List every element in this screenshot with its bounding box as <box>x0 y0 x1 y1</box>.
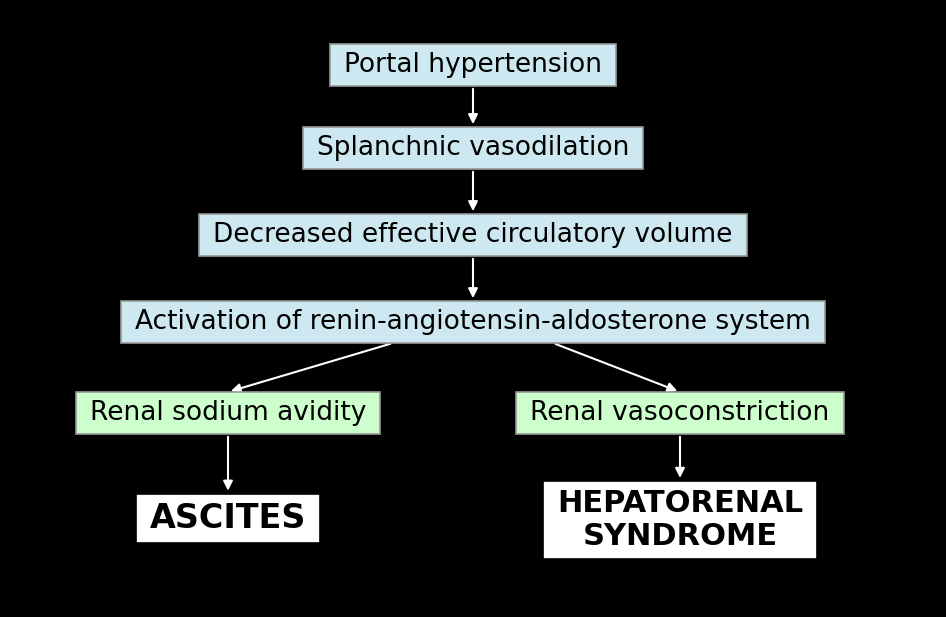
FancyBboxPatch shape <box>136 494 320 542</box>
Text: Renal sodium avidity: Renal sodium avidity <box>90 400 366 426</box>
FancyBboxPatch shape <box>330 44 616 86</box>
Text: Splanchnic vasodilation: Splanchnic vasodilation <box>317 135 629 161</box>
Text: Activation of renin-angiotensin-aldosterone system: Activation of renin-angiotensin-aldoster… <box>135 309 811 335</box>
Text: Renal vasoconstriction: Renal vasoconstriction <box>531 400 830 426</box>
Text: Decreased effective circulatory volume: Decreased effective circulatory volume <box>213 222 733 248</box>
FancyBboxPatch shape <box>121 301 825 343</box>
FancyBboxPatch shape <box>200 214 746 256</box>
FancyBboxPatch shape <box>543 481 817 559</box>
Text: ASCITES: ASCITES <box>149 502 307 534</box>
FancyBboxPatch shape <box>517 392 844 434</box>
FancyBboxPatch shape <box>76 392 380 434</box>
Text: Portal hypertension: Portal hypertension <box>344 52 602 78</box>
FancyBboxPatch shape <box>303 127 643 169</box>
Text: HEPATORENAL
SYNDROME: HEPATORENAL SYNDROME <box>557 489 803 552</box>
